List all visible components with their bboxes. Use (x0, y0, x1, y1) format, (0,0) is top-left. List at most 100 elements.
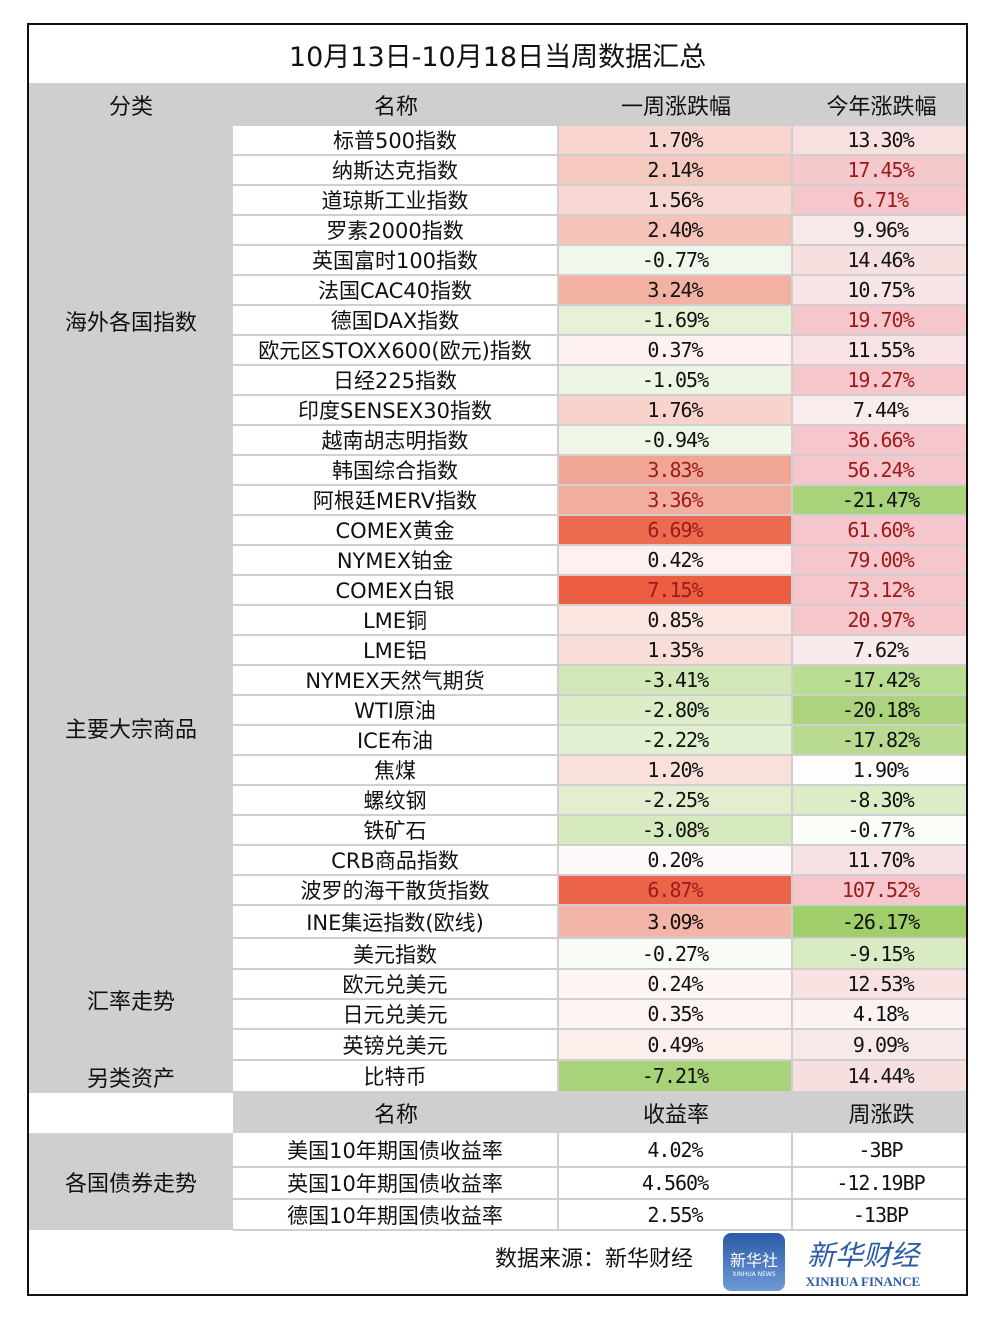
row-name: 德国DAX指数 (233, 306, 559, 336)
bond-change: -12.19BP (793, 1168, 966, 1200)
row-name: 螺纹钢 (233, 786, 559, 816)
row-year-change: -20.18% (793, 696, 966, 726)
row-week-change: 0.49% (559, 1030, 793, 1061)
row-name: 美元指数 (233, 939, 559, 970)
row-week-change: 0.37% (559, 336, 793, 366)
row-year-change: -26.17% (793, 906, 966, 939)
row-name: 欧元区STOXX600(欧元)指数 (233, 336, 559, 366)
row-week-change: 1.56% (559, 186, 793, 216)
row-name: 印度SENSEX30指数 (233, 396, 559, 426)
row-week-change: 1.76% (559, 396, 793, 426)
category-bonds: 各国债券走势 (29, 1133, 233, 1230)
row-year-change: -21.47% (793, 486, 966, 516)
row-year-change: 61.60% (793, 516, 966, 546)
row-week-change: -1.05% (559, 366, 793, 396)
bond-name: 英国10年期国债收益率 (233, 1168, 559, 1200)
row-year-change: 6.71% (793, 186, 966, 216)
row-name: ICE布油 (233, 726, 559, 756)
row-name: NYMEX铂金 (233, 546, 559, 576)
row-year-change: 1.90% (793, 756, 966, 786)
row-name: LME铜 (233, 606, 559, 636)
row-name: NYMEX天然气期货 (233, 666, 559, 696)
row-name: 英国富时100指数 (233, 246, 559, 276)
row-week-change: -3.08% (559, 816, 793, 846)
row-year-change: 4.18% (793, 1000, 966, 1030)
row-year-change: 79.00% (793, 546, 966, 576)
logo-text: 新华社 (729, 1250, 778, 1270)
header-row-bg (233, 83, 966, 126)
row-name: 波罗的海干散货指数 (233, 876, 559, 906)
row-year-change: 73.12% (793, 576, 966, 606)
row-week-change: 0.35% (559, 1000, 793, 1030)
bond-header-name: 名称 (373, 1103, 418, 1128)
row-name: 标普500指数 (233, 126, 559, 156)
row-week-change: -3.41% (559, 666, 793, 696)
row-week-change: -2.22% (559, 726, 793, 756)
row-week-change: 0.24% (559, 970, 793, 1000)
row-week-change: 3.36% (559, 486, 793, 516)
bond-name: 美国10年期国债收益率 (233, 1133, 559, 1168)
row-year-change: -8.30% (793, 786, 966, 816)
row-week-change: -2.25% (559, 786, 793, 816)
row-week-change: -1.69% (559, 306, 793, 336)
header-category: 分类 (108, 94, 153, 120)
row-name: 罗素2000指数 (233, 216, 559, 246)
row-name: COMEX黄金 (233, 516, 559, 546)
row-year-change: 11.70% (793, 846, 966, 876)
header-year: 今年涨跌幅 (826, 94, 937, 120)
row-year-change: -17.82% (793, 726, 966, 756)
row-name: INE集运指数(欧线) (233, 906, 559, 939)
row-name: 焦煤 (233, 756, 559, 786)
bond-yield: 4.02% (559, 1133, 793, 1168)
row-year-change: -17.42% (793, 666, 966, 696)
row-year-change: 19.70% (793, 306, 966, 336)
logo-subtext: XINHUA NEWS (732, 1270, 776, 1278)
category-overseas-indices: 海外各国指数 (64, 311, 197, 336)
row-name: 法国CAC40指数 (233, 276, 559, 306)
row-week-change: -0.27% (559, 939, 793, 970)
row-year-change: 14.44% (793, 1061, 966, 1093)
row-year-change: 107.52% (793, 876, 966, 906)
bond-header-yield: 收益率 (642, 1103, 709, 1128)
category-commodities: 主要大宗商品 (64, 717, 197, 743)
row-year-change: 20.97% (793, 606, 966, 636)
row-week-change: 3.83% (559, 456, 793, 486)
row-week-change: 2.14% (559, 156, 793, 186)
logo-text: 新华财经 (806, 1239, 919, 1272)
row-week-change: 1.20% (559, 756, 793, 786)
bond-header-bg (233, 1093, 966, 1133)
row-week-change: -7.21% (559, 1061, 793, 1093)
row-year-change: 14.46% (793, 246, 966, 276)
table-title: 10月13日-10月18日当周数据汇总 (288, 41, 707, 73)
row-week-change: 6.87% (559, 876, 793, 906)
summary-table: 10月13日-10月18日当周数据汇总 分类 名称 一周涨跌幅 今年涨跌幅 标普… (27, 23, 968, 1296)
row-week-change: 0.85% (559, 606, 793, 636)
row-week-change: -0.94% (559, 426, 793, 456)
row-name: COMEX白银 (233, 576, 559, 606)
row-year-change: 7.62% (793, 636, 966, 666)
row-week-change: 3.09% (559, 906, 793, 939)
row-name: 阿根廷MERV指数 (233, 486, 559, 516)
row-week-change: 1.70% (559, 126, 793, 156)
logo-subtext: XINHUA FINANCE (805, 1274, 921, 1289)
row-name: 欧元兑美元 (233, 970, 559, 1000)
row-name: LME铝 (233, 636, 559, 666)
row-year-change: 7.44% (793, 396, 966, 426)
category-alternative-assets: 另类资产 (86, 1067, 175, 1092)
bond-yield: 4.560% (559, 1168, 793, 1200)
xinhua-news-logo: 新华社 XINHUA NEWS (723, 1233, 785, 1291)
row-name: 道琼斯工业指数 (233, 186, 559, 216)
row-year-change: 11.55% (793, 336, 966, 366)
row-name: WTI原油 (233, 696, 559, 726)
row-week-change: 7.15% (559, 576, 793, 606)
row-year-change: -0.77% (793, 816, 966, 846)
row-week-change: 2.40% (559, 216, 793, 246)
row-name: 英镑兑美元 (233, 1030, 559, 1061)
row-name: CRB商品指数 (233, 846, 559, 876)
row-week-change: 0.20% (559, 846, 793, 876)
data-source: 数据来源：新华财经 (494, 1247, 693, 1272)
xinhua-finance-logo: 新华财经 XINHUA FINANCE (793, 1231, 933, 1293)
row-week-change: 1.35% (559, 636, 793, 666)
row-year-change: 19.27% (793, 366, 966, 396)
bond-header-change: 周涨跌 (848, 1103, 915, 1128)
